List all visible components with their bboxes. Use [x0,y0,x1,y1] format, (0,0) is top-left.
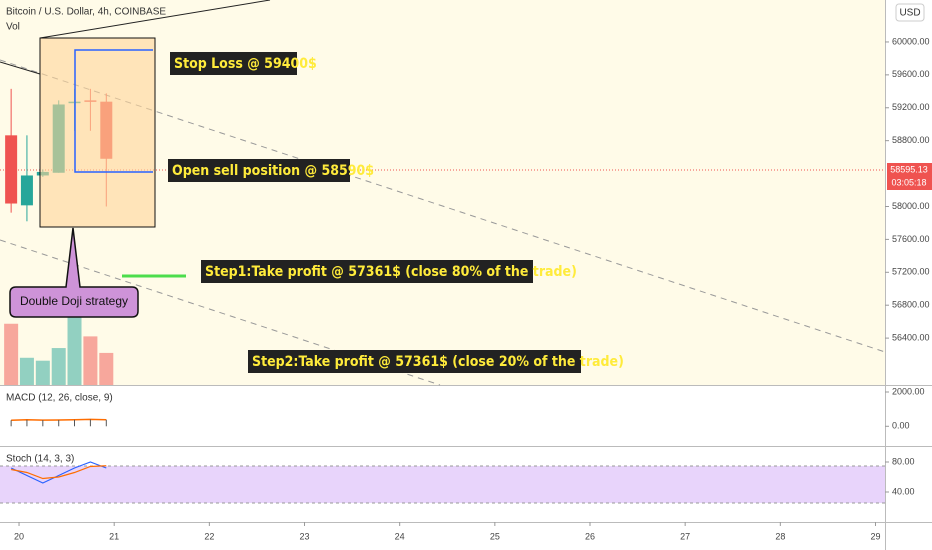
y-tick-label: 57200.00 [892,267,930,277]
stoch-label: Stoch (14, 3, 3) [6,454,74,465]
y-tick-label: 2000.00 [892,386,925,396]
x-tick-label: 28 [775,531,785,541]
countdown: 03:05:18 [891,177,926,187]
y-tick-label: 58000.00 [892,201,930,211]
last-price: 58595.13 [890,164,928,174]
price-badge [887,163,932,190]
candle-body [5,135,18,204]
annotation-box [168,159,350,182]
x-tick-label: 24 [395,531,405,541]
stoch-band [0,466,885,503]
callout-text: Double Doji strategy [20,294,128,308]
x-tick-label: 25 [490,531,500,541]
x-tick-label: 29 [870,531,880,541]
volume-bar [83,336,98,385]
x-tick-label: 27 [680,531,690,541]
x-tick-label: 20 [14,531,24,541]
position-lines [74,49,153,173]
volume-bar [51,348,66,385]
y-tick-label: 58800.00 [892,135,930,145]
annotation-box [201,260,533,283]
stoch-line [11,465,107,480]
y-tick-label: 56800.00 [892,300,930,310]
macd-pane [0,386,885,446]
trend-line [0,61,41,75]
stoch-line [10,461,107,484]
annotation: Step1:Take profit @ 57361$ (close 80% of… [205,264,577,280]
macd-label: MACD (12, 26, close, 9) [6,393,113,404]
annotation: Step2:Take profit @ 57361$ (close 20% of… [252,354,624,370]
y-tick-label: 56400.00 [892,332,930,342]
y-tick-label: 80.00 [892,456,915,466]
annotation-box [248,350,581,373]
volume-label: Vol [6,22,20,33]
annotation-box [170,52,297,75]
symbol: Bitcoin / U.S. Dollar, 4h, COINBASE [6,7,166,18]
volume-bar [67,315,82,385]
volume-bar [99,352,114,385]
y-tick-label: 59600.00 [892,69,930,79]
x-tick-label: 22 [204,531,214,541]
currency[interactable]: USD [899,8,920,19]
volume-bar [4,323,19,385]
annotation: Open sell position @ 58590$ [172,163,374,179]
x-tick-label: 23 [300,531,310,541]
pattern-box [39,37,156,228]
y-tick-label: 40.00 [892,486,915,496]
callout [9,227,139,318]
volume-bar [35,360,50,385]
y-tick-label: 59200.00 [892,102,930,112]
volume-bar [19,357,34,385]
y-tick-label: 60000.00 [892,36,930,46]
y-tick-label: 57600.00 [892,234,930,244]
candle-body [20,175,33,206]
x-tick-label: 26 [585,531,595,541]
x-tick-label: 21 [109,531,119,541]
y-tick-label: 0.00 [892,421,910,431]
annotation: Stop Loss @ 59400$ [174,56,317,72]
currency-button[interactable] [895,3,925,22]
trend-line [39,0,271,39]
